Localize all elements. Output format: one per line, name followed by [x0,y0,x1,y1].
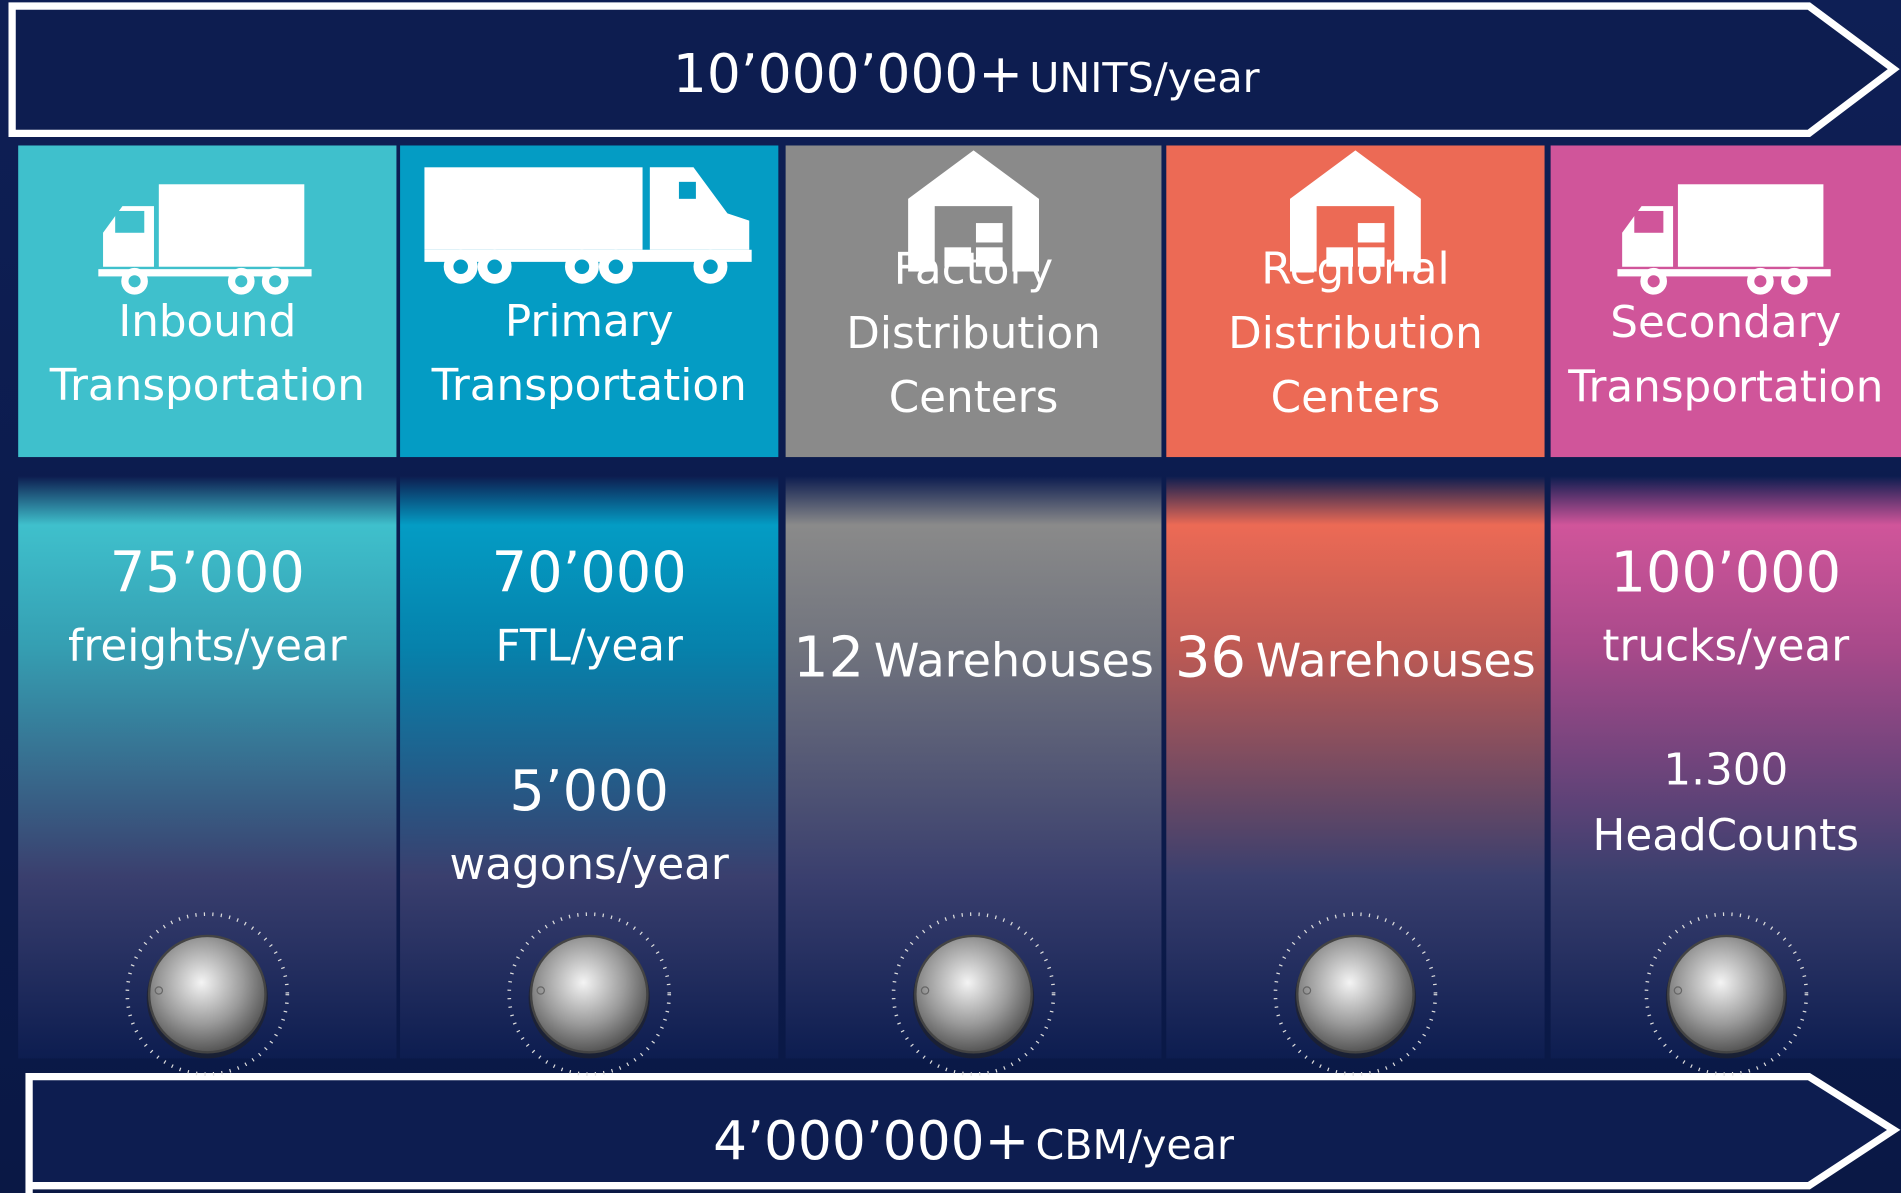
icon [98,170,316,297]
title-line: Primary [400,290,778,354]
stat-value: 100’000 [1551,540,1901,605]
stat-value: 1.300 [1551,746,1901,796]
title-line: Distribution [1166,302,1544,366]
title-line: Factory [786,238,1162,302]
stat-value: 75’000 [18,540,396,605]
banner-value: 4’000’000+ [713,1111,1029,1173]
title-line: Centers [786,366,1162,430]
stat-value: 5’000 [400,758,778,823]
icon [1617,170,1835,297]
stat-unit: freights/year [18,622,396,672]
banner-unit: UNITS/year [1029,55,1259,103]
stat-unit: Warehouses [1256,634,1536,687]
stat-unit: HeadCounts [1551,811,1901,861]
stat-unit: trucks/year [1551,622,1901,672]
infographic: 10’000’000+ UNITS/year 4’000’000+ CBM/ye… [0,0,1901,1193]
bottom-banner: 4’000’000+ CBM/year [0,1111,1901,1173]
column-panel: 75’000 freights/year [18,476,396,1058]
page: 10’000’000+ UNITS/year 4’000’000+ CBM/ye… [0,0,1901,1193]
column-panel: 70’000 FTL/year 5’000 wagons/year [400,476,778,1058]
top-banner: 10’000’000+ UNITS/year [0,44,1901,106]
stat-unit: Warehouses [874,634,1154,687]
column-panel: 100’000 trucks/year 1.300 HeadCounts [1551,476,1901,1058]
knob [498,903,680,1085]
title-line: Transportation [18,354,396,418]
banner-value: 10’000’000+ [673,44,1023,106]
stat-value: 12 [793,624,864,689]
title-line: Distribution [786,302,1162,366]
knob [116,903,298,1085]
knob [883,903,1065,1085]
knob [1265,903,1447,1085]
title-line: Centers [1166,366,1544,430]
banner-unit: CBM/year [1035,1121,1233,1169]
stat-value: 36 [1175,624,1246,689]
title-line: Secondary [1551,291,1901,355]
title-line: Transportation [400,354,778,418]
icon [424,160,754,289]
stat-value: 70’000 [400,540,778,605]
title-line: Regional [1166,238,1544,302]
stat-unit: FTL/year [400,622,778,672]
title-line: Inbound [18,290,396,354]
stat-unit: wagons/year [400,840,778,890]
title-line: Transportation [1551,355,1901,419]
knob [1635,903,1817,1085]
